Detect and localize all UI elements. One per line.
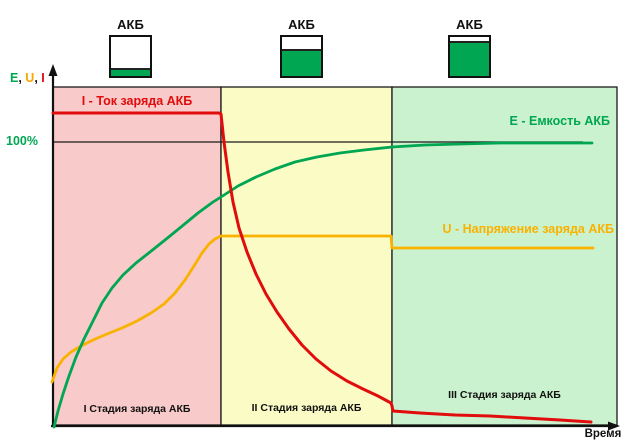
legend-voltage: U - Напряжение заряда АКБ — [442, 222, 614, 236]
stage-3-label: III Стадия заряда АКБ — [448, 389, 561, 401]
y-tick-100-percent: 100% — [6, 134, 38, 148]
battery-icon-stage1: АКБ — [109, 17, 152, 78]
battery-icon-stage3: АКБ — [448, 17, 491, 78]
battery-label: АКБ — [288, 17, 315, 32]
legend-current: I - Ток заряда АКБ — [81, 94, 193, 108]
legend-capacity: E - Емкость АКБ — [509, 114, 610, 128]
y-axis-label: E, U, I — [10, 71, 45, 86]
battery-box-icon — [280, 35, 323, 78]
separator: , — [34, 71, 42, 85]
battery-fill-level — [282, 48, 321, 76]
x-axis-label: Время — [584, 428, 622, 440]
y-axis-label-current: I — [41, 71, 45, 85]
battery-fill-level — [450, 40, 489, 76]
y-axis-label-voltage: U — [25, 71, 35, 85]
battery-box-icon — [109, 35, 152, 78]
stage-1-label: I Стадия заряда АКБ — [83, 403, 191, 415]
battery-icon-stage2: АКБ — [280, 17, 323, 78]
stage-2-label: II Стадия заряда АКБ — [251, 402, 362, 414]
separator: , — [18, 71, 26, 85]
battery-box-icon — [448, 35, 491, 78]
battery-fill-level — [111, 68, 150, 76]
y-axis-label-capacity: E — [10, 71, 19, 85]
battery-label: АКБ — [117, 17, 144, 32]
battery-label: АКБ — [456, 17, 483, 32]
